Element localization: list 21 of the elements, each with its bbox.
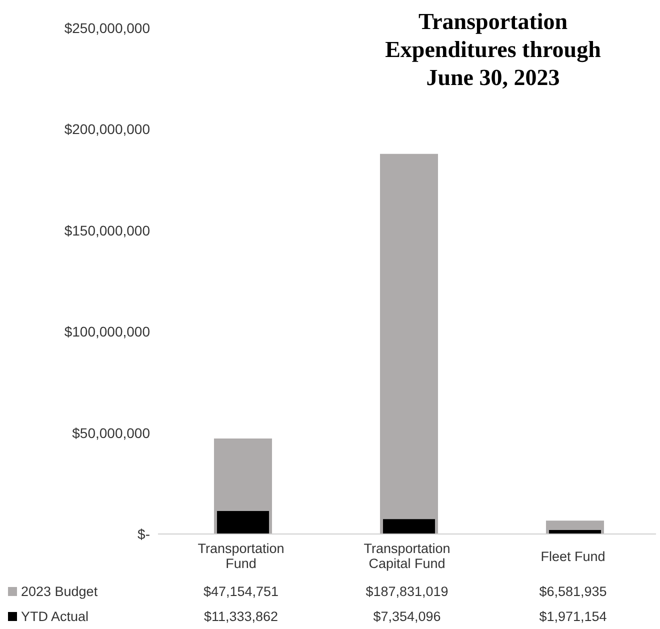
y-tick-label: $150,000,000 [64,222,150,238]
bar [217,511,269,534]
x-tick-label: Fleet Fund [540,548,606,566]
legend-label: YTD Actual [21,609,89,624]
x-tick-label: Transportation Fund [196,540,286,573]
data-label: $11,333,862 [202,609,280,624]
y-tick-label: $50,000,000 [72,424,150,441]
x-tick-label: Transportation Capital Fund [362,540,452,573]
chart-title: Transportation Expenditures through June 30, 2023 [384,8,602,92]
data-label: $7,354,096 [372,609,442,624]
data-label: $1,971,154 [538,609,608,624]
y-tick-label: $- [138,526,150,542]
legend-label: 2023 Budget [21,584,98,599]
y-tick-label: $200,000,000 [64,121,150,138]
bar [383,519,435,534]
data-label: $6,581,935 [538,584,608,599]
y-tick-label: $100,000,000 [64,324,150,340]
y-tick-label: $250,000,000 [64,20,150,36]
bar [380,154,438,534]
data-label: $47,154,751 [202,584,280,599]
data-label: $187,831,019 [364,584,450,599]
